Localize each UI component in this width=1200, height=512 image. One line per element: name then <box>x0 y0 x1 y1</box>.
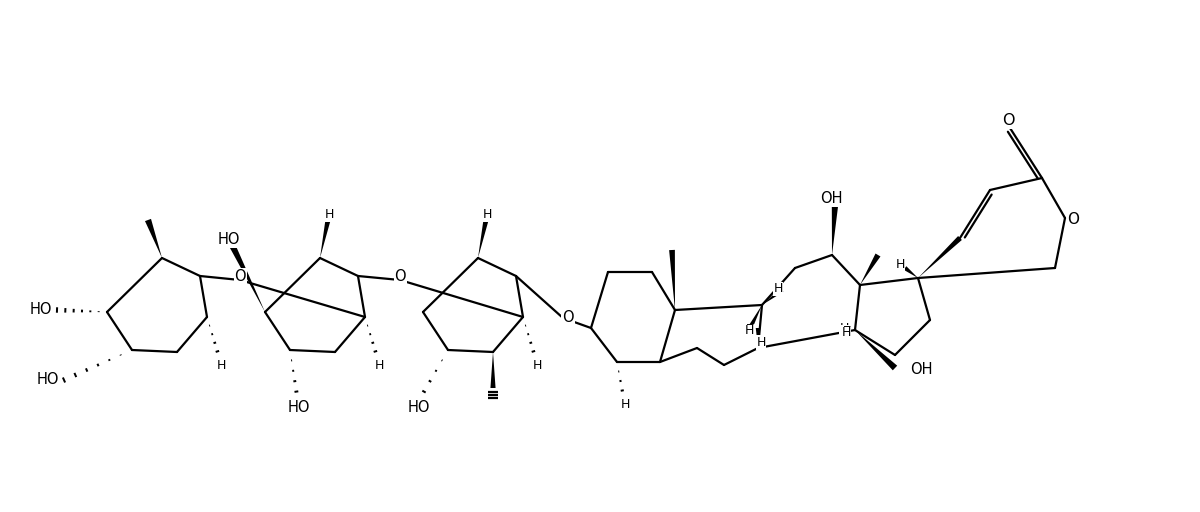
Text: H: H <box>482 208 492 222</box>
Text: OH: OH <box>820 191 842 206</box>
Polygon shape <box>229 244 265 312</box>
Text: HO: HO <box>30 303 52 317</box>
Polygon shape <box>762 288 784 305</box>
Text: O: O <box>234 269 246 284</box>
Polygon shape <box>832 205 838 255</box>
Text: H: H <box>374 359 384 372</box>
Text: O: O <box>395 269 406 284</box>
Text: H: H <box>839 322 848 334</box>
Polygon shape <box>854 330 898 370</box>
Polygon shape <box>918 236 962 278</box>
Text: H: H <box>216 359 226 372</box>
Text: HO: HO <box>408 400 431 415</box>
Polygon shape <box>491 352 496 388</box>
Text: OH: OH <box>910 361 932 376</box>
Polygon shape <box>904 266 918 278</box>
Polygon shape <box>478 220 488 258</box>
Text: H: H <box>533 359 541 372</box>
Text: HO: HO <box>36 373 59 388</box>
Text: O: O <box>1068 211 1080 226</box>
Polygon shape <box>860 253 881 285</box>
Polygon shape <box>748 305 762 329</box>
Text: H: H <box>773 283 782 295</box>
Polygon shape <box>756 328 761 348</box>
Text: H: H <box>620 398 630 412</box>
Text: H̅: H̅ <box>745 325 754 337</box>
Text: O: O <box>1002 113 1014 128</box>
Polygon shape <box>145 219 162 258</box>
Text: HO: HO <box>288 400 311 415</box>
Text: H: H <box>756 336 766 349</box>
Text: HO: HO <box>217 232 240 247</box>
Polygon shape <box>320 220 330 258</box>
Text: H: H <box>895 258 905 271</box>
Polygon shape <box>670 250 674 310</box>
Text: H: H <box>324 208 334 222</box>
Text: O: O <box>562 309 574 325</box>
Text: H̅: H̅ <box>841 326 851 338</box>
